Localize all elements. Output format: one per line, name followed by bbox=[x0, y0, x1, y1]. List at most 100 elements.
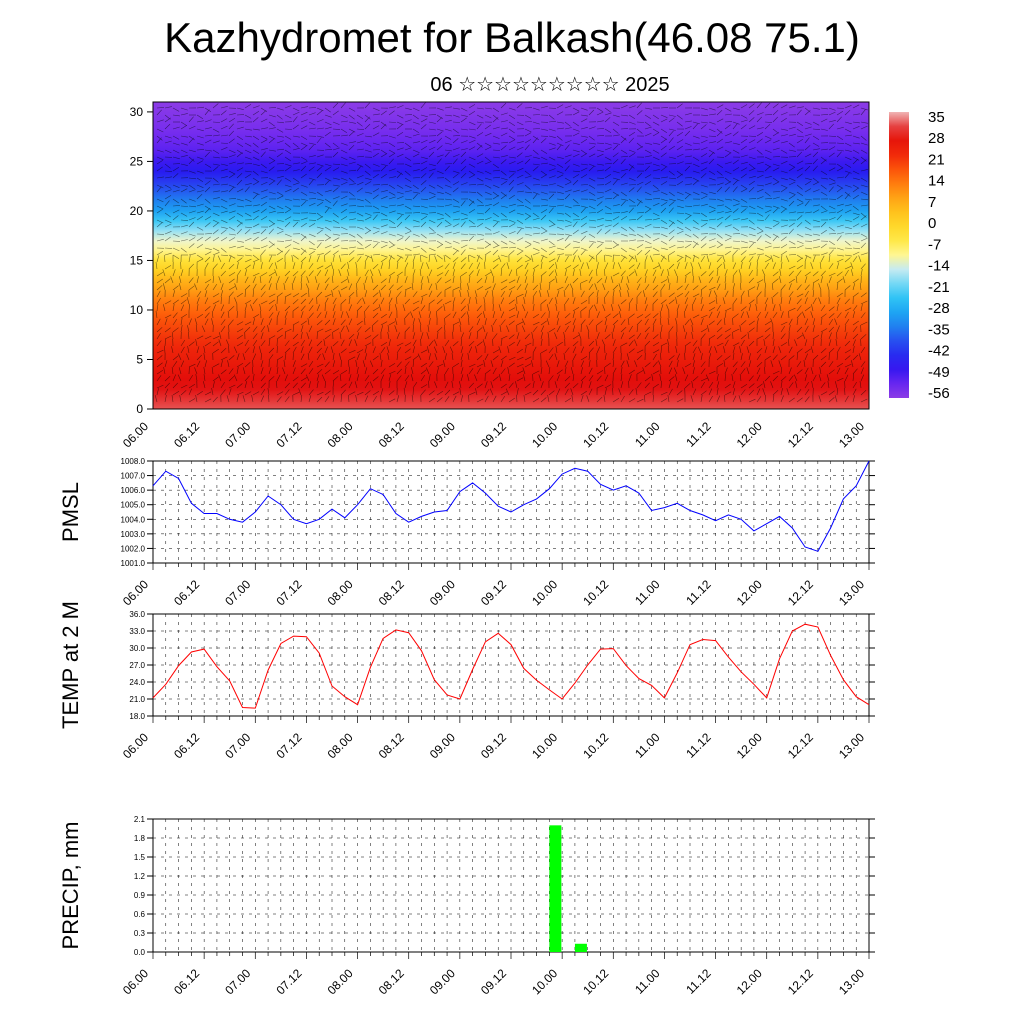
time-tick-label: 10.00 bbox=[529, 730, 560, 761]
time-tick-label: 11.12 bbox=[683, 419, 714, 450]
panel-pmsl-series-line bbox=[152, 460, 870, 552]
wind-barbs bbox=[154, 102, 869, 403]
time-tick-label: 09.12 bbox=[478, 730, 509, 761]
time-tick-label: 12.00 bbox=[734, 730, 765, 761]
time-tick-label: 12.12 bbox=[785, 419, 816, 450]
time-tick-label: 07.00 bbox=[222, 966, 253, 997]
colorbar-label: -7 bbox=[928, 236, 941, 253]
panel-precip-bar bbox=[574, 943, 587, 952]
chart-subtitle: 06 ☆☆☆☆☆☆☆☆☆ 2025 bbox=[430, 74, 670, 96]
panel-precip-ytick-label: 0.9 bbox=[134, 891, 146, 900]
time-tick-label: 12.12 bbox=[785, 730, 816, 761]
colorbar-label: 0 bbox=[928, 215, 936, 232]
panel-temp-ytick-label: 18.0 bbox=[129, 712, 145, 721]
colorbar-label: 28 bbox=[928, 130, 945, 147]
time-tick-label: 07.00 bbox=[222, 419, 253, 450]
time-tick-label: 12.00 bbox=[734, 966, 765, 997]
time-tick-label: 06.12 bbox=[171, 730, 202, 761]
time-tick-label: 11.00 bbox=[632, 966, 663, 997]
panel-precip-bar bbox=[549, 825, 562, 952]
panel-precip-ytick-label: 1.2 bbox=[134, 872, 146, 881]
time-tick-label: 06.00 bbox=[120, 730, 151, 761]
colorbar-label: -35 bbox=[928, 321, 950, 338]
time-tick-label: 06.12 bbox=[171, 577, 202, 608]
heatmap-ytick-label: 5 bbox=[136, 352, 143, 366]
heatmap-ytick-label: 10 bbox=[130, 303, 144, 317]
panel-temp-ytick-label: 30.0 bbox=[129, 644, 145, 653]
time-tick-label: 07.00 bbox=[222, 577, 253, 608]
time-tick-label: 10.00 bbox=[529, 966, 560, 997]
time-tick-label: 09.00 bbox=[427, 730, 458, 761]
time-tick-label: 11.00 bbox=[632, 577, 663, 608]
panel-temp-ytick-label: 24.0 bbox=[129, 678, 145, 687]
colorbar-label: 21 bbox=[928, 151, 945, 168]
time-tick-label: 13.00 bbox=[836, 730, 867, 761]
panel-precip-ytick-label: 0.6 bbox=[134, 910, 146, 919]
heatmap-ytick-label: 20 bbox=[130, 204, 144, 218]
time-tick-label: 10.00 bbox=[529, 577, 560, 608]
panel-temp-ytick-label: 33.0 bbox=[129, 627, 145, 636]
panel-pmsl-ytick-label: 1002.0 bbox=[121, 544, 146, 553]
panel-precip-ytick-label: 0.0 bbox=[134, 948, 146, 957]
colorbar-label: -14 bbox=[928, 258, 950, 275]
colorbar bbox=[889, 112, 909, 398]
colorbar-label: -42 bbox=[928, 343, 950, 360]
panel-precip-ytick-label: 1.8 bbox=[134, 834, 146, 843]
panel-pmsl-ytick-label: 1007.0 bbox=[121, 472, 146, 481]
time-tick-label: 06.00 bbox=[120, 419, 151, 450]
time-tick-label: 12.00 bbox=[734, 577, 765, 608]
heatmap-ytick-label: 0 bbox=[136, 402, 143, 416]
time-tick-label: 07.12 bbox=[273, 730, 304, 761]
time-tick-label: 11.12 bbox=[683, 577, 714, 608]
time-tick-label: 09.12 bbox=[478, 966, 509, 997]
time-tick-label: 13.00 bbox=[836, 419, 867, 450]
heatmap-ytick-label: 15 bbox=[130, 253, 144, 267]
panel-pmsl-ytick-label: 1001.0 bbox=[121, 559, 146, 568]
time-tick-label: 11.12 bbox=[683, 730, 714, 761]
time-tick-label: 06.12 bbox=[171, 419, 202, 450]
time-tick-label: 08.12 bbox=[376, 577, 407, 608]
colorbar-label: -21 bbox=[928, 279, 950, 296]
time-tick-label: 09.12 bbox=[478, 577, 509, 608]
panel-pmsl-ytick-label: 1005.0 bbox=[121, 501, 146, 510]
panel-temp-ytick-label: 36.0 bbox=[129, 610, 145, 619]
time-tick-label: 10.12 bbox=[580, 419, 611, 450]
time-tick-label: 12.12 bbox=[785, 577, 816, 608]
panel-pmsl-ytick-label: 1006.0 bbox=[121, 486, 146, 495]
colorbar-label: -28 bbox=[928, 300, 950, 317]
time-tick-label: 07.12 bbox=[273, 966, 304, 997]
time-tick-label: 06.12 bbox=[171, 966, 202, 997]
heatmap-frame bbox=[152, 101, 870, 410]
time-tick-label: 07.12 bbox=[273, 577, 304, 608]
time-tick-label: 09.00 bbox=[427, 966, 458, 997]
panel-pmsl-ylabel: PMSL bbox=[58, 482, 83, 542]
time-tick-label: 08.00 bbox=[325, 966, 356, 997]
time-tick-label: 13.00 bbox=[836, 966, 867, 997]
chart-title: Kazhydromet for Balkash(46.08 75.1) bbox=[164, 14, 860, 61]
panel-precip-ytick-label: 2.1 bbox=[134, 815, 146, 824]
time-tick-label: 08.00 bbox=[325, 577, 356, 608]
panel-pmsl-ytick-label: 1003.0 bbox=[121, 530, 146, 539]
panel-pmsl-ytick-label: 1008.0 bbox=[121, 457, 146, 466]
panel-temp-ytick-label: 27.0 bbox=[129, 661, 145, 670]
panel-pmsl-ytick-label: 1004.0 bbox=[121, 515, 146, 524]
time-tick-label: 08.00 bbox=[325, 730, 356, 761]
panel-precip-ytick-label: 1.5 bbox=[134, 853, 146, 862]
panel-precip-ylabel: PRECIP, mm bbox=[58, 822, 83, 950]
colorbar-label: -56 bbox=[928, 385, 950, 402]
heatmap-ytick-label: 30 bbox=[130, 105, 144, 119]
colorbar-label: -49 bbox=[928, 364, 950, 381]
time-tick-label: 12.00 bbox=[734, 419, 765, 450]
panel-temp-ytick-label: 21.0 bbox=[129, 695, 145, 704]
colorbar-label: 14 bbox=[928, 173, 945, 190]
colorbar-label: 7 bbox=[928, 194, 936, 211]
time-tick-label: 09.12 bbox=[478, 419, 509, 450]
time-tick-label: 08.00 bbox=[325, 419, 356, 450]
time-tick-label: 10.12 bbox=[580, 730, 611, 761]
time-tick-label: 08.12 bbox=[376, 730, 407, 761]
time-tick-label: 10.12 bbox=[580, 966, 611, 997]
time-tick-label: 12.12 bbox=[785, 966, 816, 997]
time-tick-label: 09.00 bbox=[427, 577, 458, 608]
time-tick-label: 10.12 bbox=[580, 577, 611, 608]
